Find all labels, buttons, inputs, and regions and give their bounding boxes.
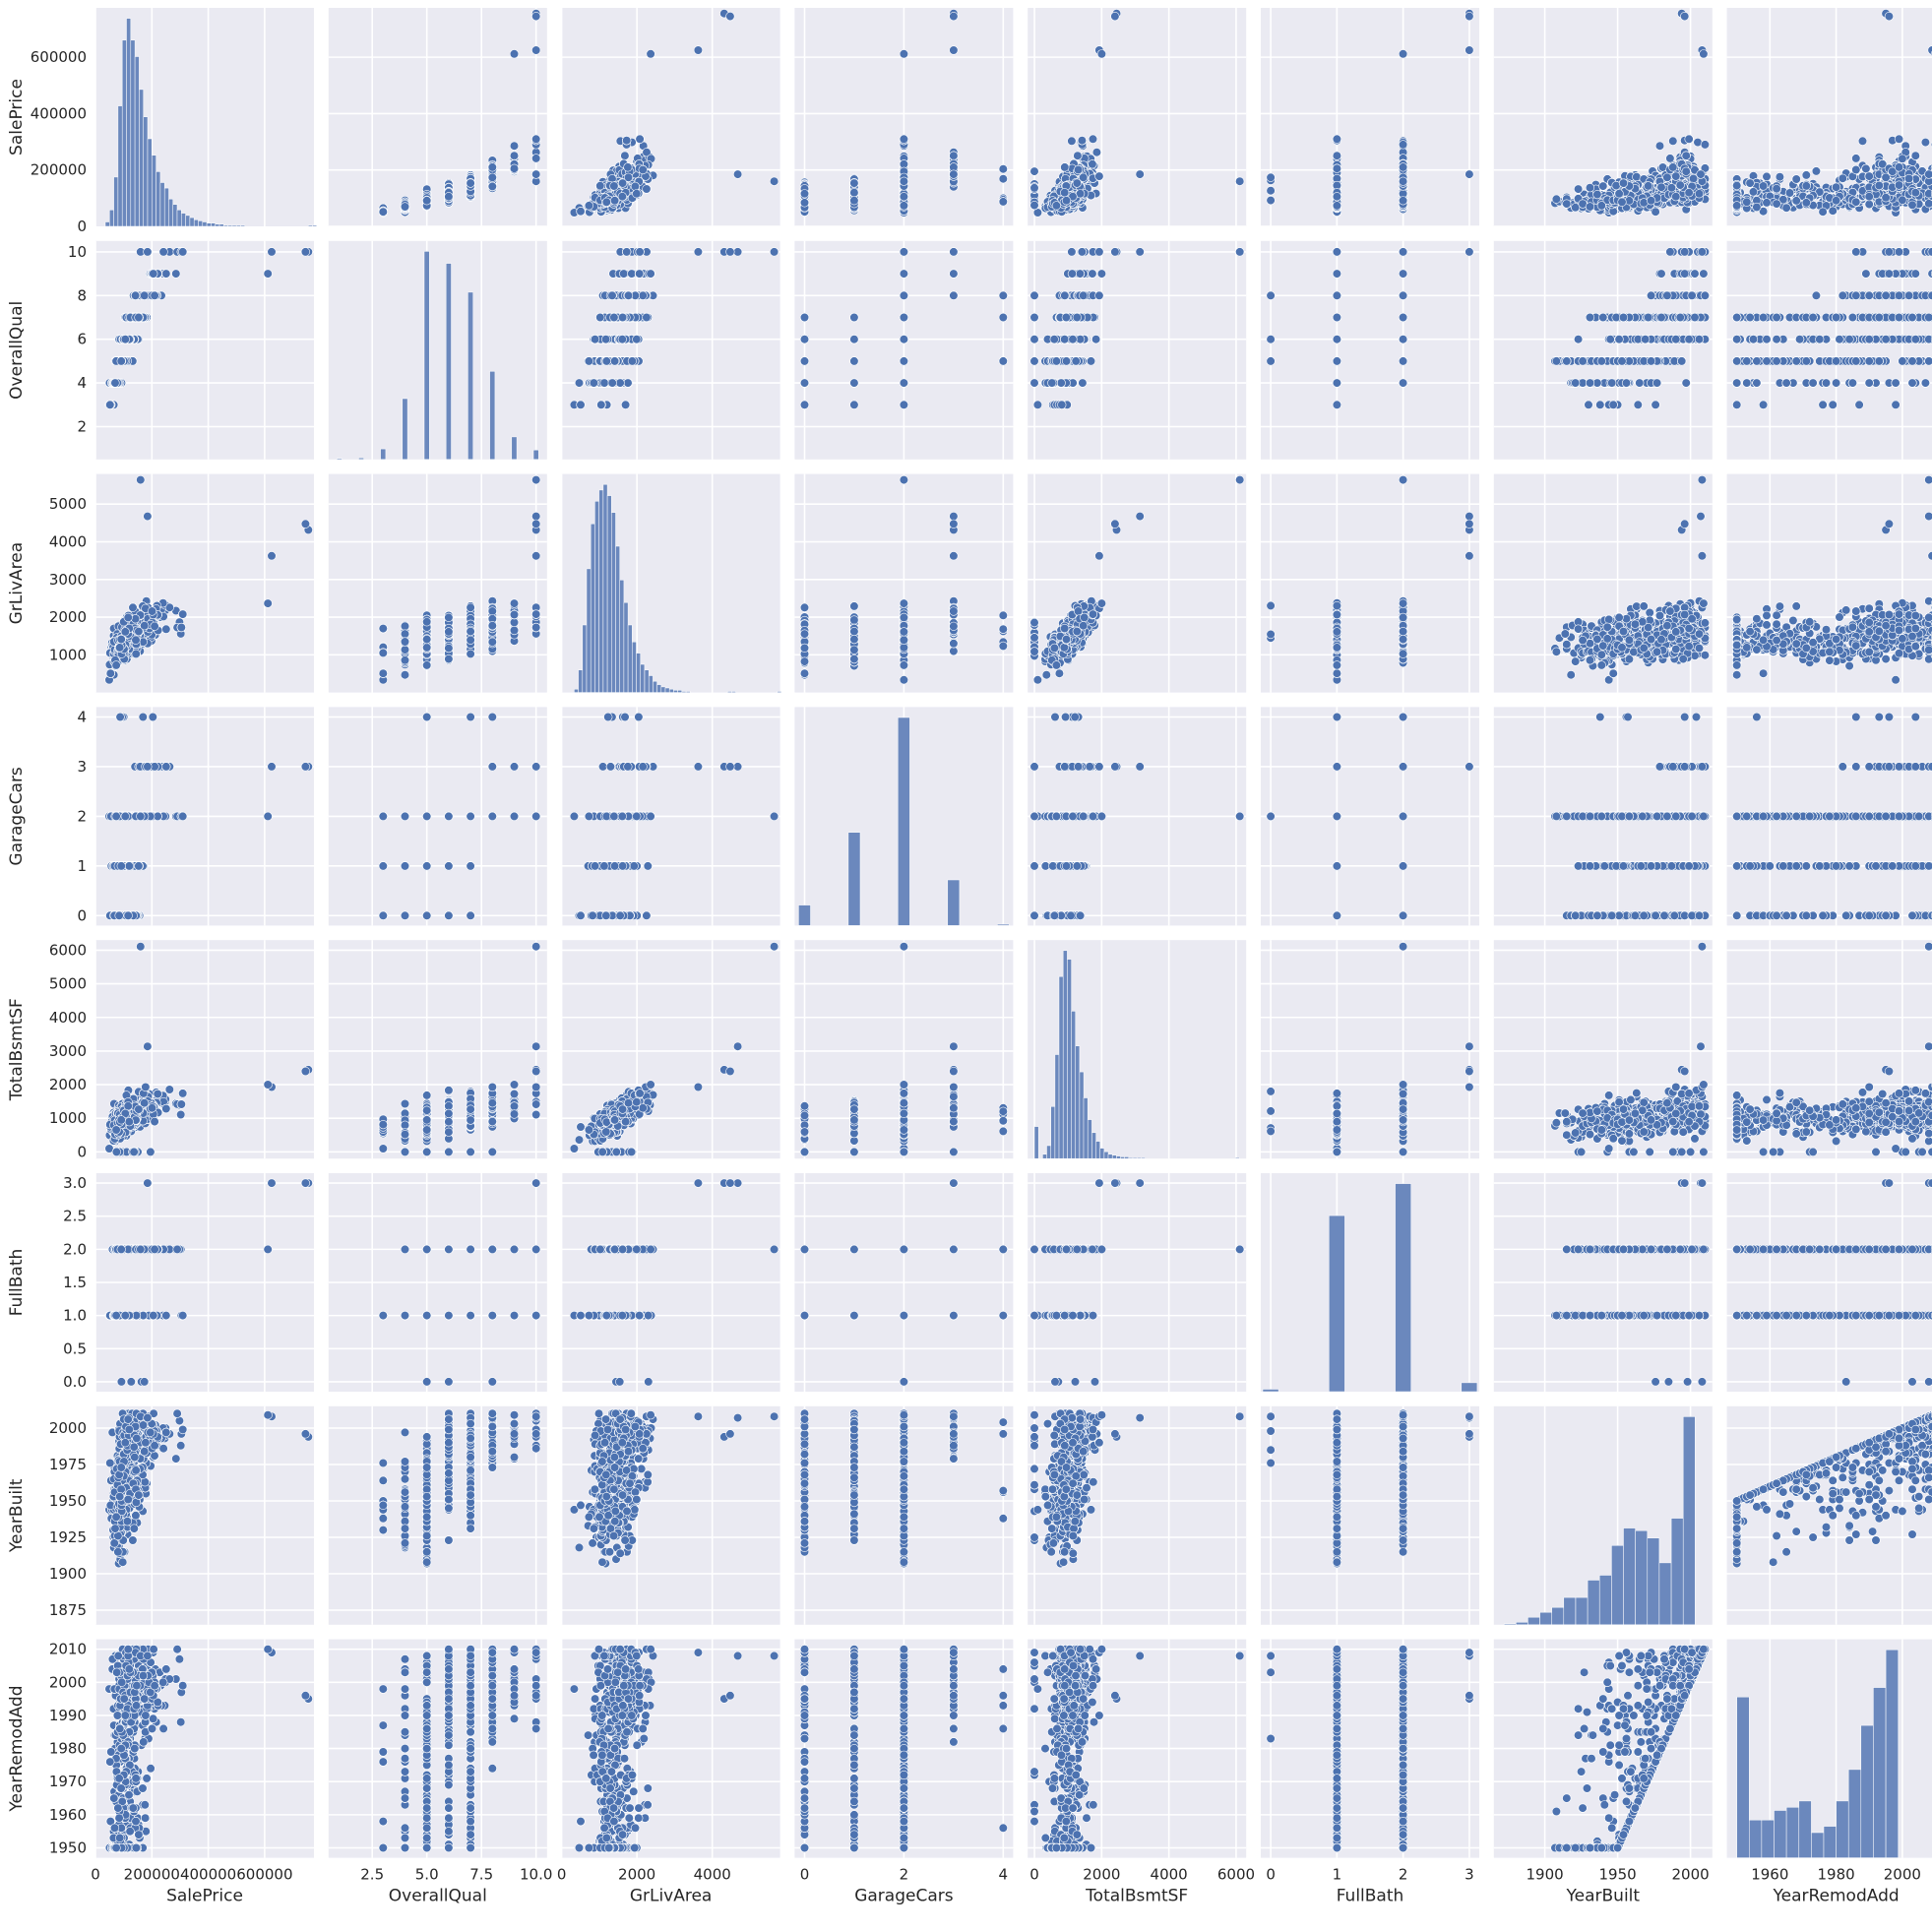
panel-background — [329, 8, 547, 226]
histogram-bar — [160, 183, 164, 227]
y-axis-label: SalePrice — [7, 79, 27, 156]
y-tick-label: 0 — [77, 218, 87, 235]
histogram-bar — [190, 218, 194, 226]
histogram-bar — [131, 40, 135, 226]
histogram-bar — [236, 225, 240, 226]
histogram-bar — [211, 223, 215, 226]
histogram-bar — [219, 224, 223, 226]
histogram-bar — [313, 225, 317, 226]
histogram-bar — [156, 171, 160, 226]
histogram-bar — [127, 19, 131, 226]
scatter-point — [531, 155, 540, 163]
histogram-bar — [207, 223, 211, 226]
histogram-bar — [203, 222, 207, 227]
histogram-bar — [223, 225, 227, 226]
histogram-bar — [308, 225, 312, 226]
histogram-bar — [164, 188, 168, 226]
histogram-bar — [241, 225, 245, 226]
y-tick-label: 400000 — [31, 104, 87, 122]
histogram-bar — [105, 222, 109, 227]
histogram-bar — [199, 220, 203, 226]
histogram-bar — [148, 139, 152, 226]
histogram-bar — [216, 224, 219, 226]
histogram-bar — [194, 219, 198, 226]
histogram-bar — [139, 90, 143, 226]
histogram-bar — [144, 117, 148, 226]
histogram-bar — [152, 156, 156, 226]
histogram-bar — [118, 106, 122, 226]
histogram-bar — [173, 205, 177, 226]
histogram-bar — [168, 199, 172, 226]
histogram-bar — [186, 216, 190, 226]
histogram-bar — [177, 210, 181, 226]
y-tick-label: 200000 — [31, 161, 87, 179]
panel-SalePrice-vs-SalePrice — [95, 8, 317, 226]
histogram-bar — [232, 225, 236, 226]
y-tick-label: 600000 — [31, 48, 87, 66]
histogram-bar — [122, 40, 126, 226]
histogram-bar — [181, 214, 185, 226]
histogram-bar — [109, 210, 113, 226]
histogram-bar — [228, 225, 232, 226]
scatter-point — [510, 142, 519, 151]
histogram-bar — [114, 177, 118, 226]
histogram-bar — [135, 57, 139, 227]
panel-SalePrice-vs-OverallQual — [329, 8, 547, 226]
